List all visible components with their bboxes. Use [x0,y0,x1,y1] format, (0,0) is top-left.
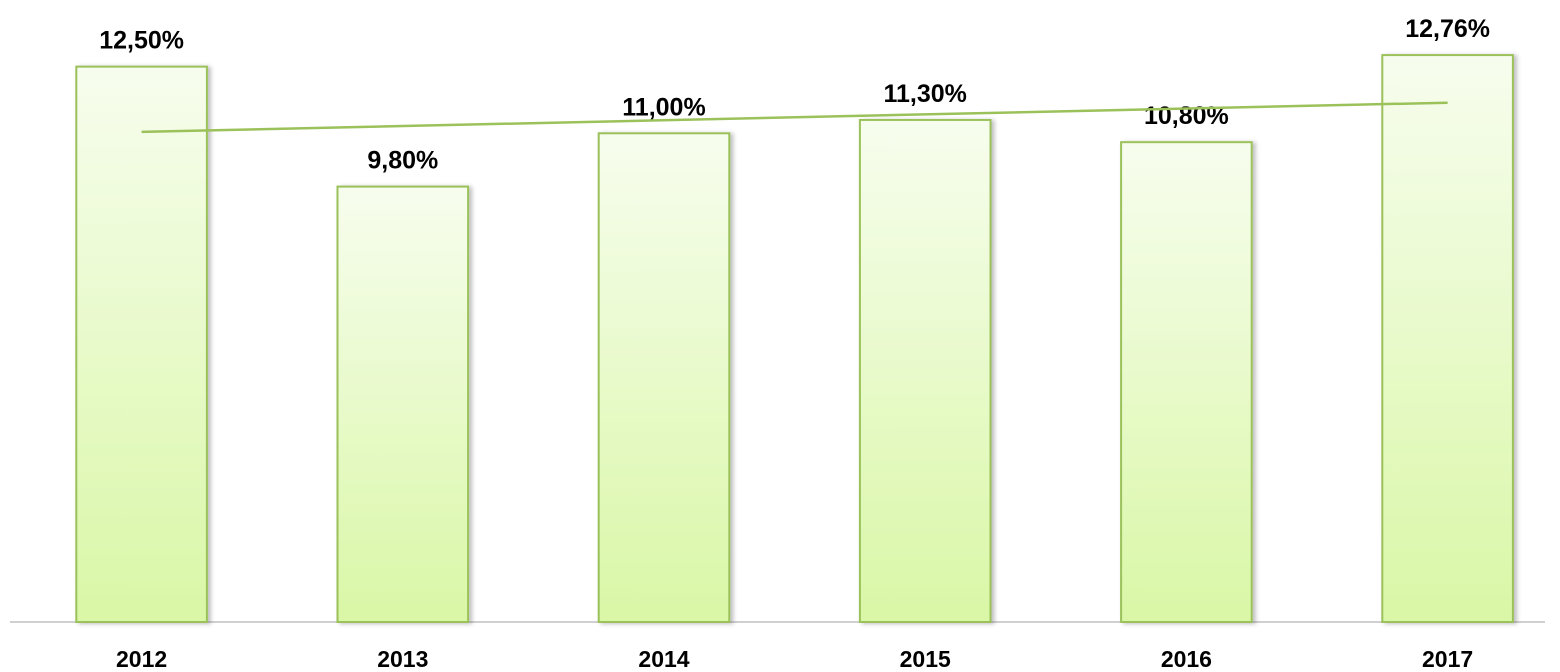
x-tick-label: 2015 [900,646,951,672]
x-tick-label: 2013 [377,646,428,672]
trend-line [141,101,1448,134]
value-label: 11,30% [883,80,966,108]
x-tick-label: 2014 [638,646,689,672]
bar [1120,141,1253,624]
value-label: 10,80% [1144,102,1229,130]
x-tick-label: 2012 [116,646,167,672]
bar [858,118,992,623]
bar [75,65,208,623]
x-tick-label: 2016 [1161,646,1212,672]
value-label: 12,50% [99,27,184,55]
value-label: 12,76% [1405,15,1490,43]
value-label: 9,80% [367,147,438,175]
bar [597,132,731,624]
bar [1381,54,1514,623]
x-tick-label: 2017 [1422,646,1473,672]
value-label: 11,00% [622,93,705,121]
bar [336,185,470,623]
